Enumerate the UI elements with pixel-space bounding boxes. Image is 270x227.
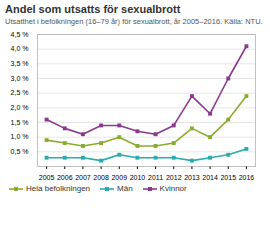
- html-text:Kvinnor: Kvinnor: [159, 184, 187, 193]
- svg-text:2011: 2011: [148, 174, 163, 181]
- svg-text:1,0 %: 1,0 %: [11, 133, 29, 140]
- svg-text:4,0 %: 4,0 %: [11, 45, 29, 52]
- html-text:Utsatthet i befolkningen (16–7: Utsatthet i befolkningen (16–79 år) för …: [5, 17, 263, 26]
- html-text:Andel som utsatts för sexualbr: Andel som utsatts för sexualbrott: [5, 3, 181, 15]
- svg-text:2007: 2007: [75, 174, 91, 181]
- svg-text:2005: 2005: [39, 174, 55, 181]
- svg-text:3,0 %: 3,0 %: [11, 75, 29, 82]
- svg-text:0,5 %: 0,5 %: [11, 148, 29, 155]
- html-text:Män: Män: [117, 184, 133, 193]
- svg-text:2015: 2015: [220, 174, 236, 181]
- svg-text:2014: 2014: [202, 174, 218, 181]
- svg-text:2008: 2008: [93, 174, 109, 181]
- svg-text:2006: 2006: [57, 174, 73, 181]
- svg-text:3,5 %: 3,5 %: [11, 60, 29, 67]
- svg-text:4,5 %: 4,5 %: [11, 31, 29, 38]
- svg-text:2,5 %: 2,5 %: [11, 89, 29, 96]
- svg-text:2016: 2016: [239, 174, 255, 181]
- svg-text:1,5 %: 1,5 %: [11, 119, 29, 126]
- svg-text:2012: 2012: [166, 174, 182, 181]
- svg-text:2,0 %: 2,0 %: [11, 104, 29, 111]
- svg-text:2010: 2010: [130, 174, 146, 181]
- svg-text:2013: 2013: [184, 174, 200, 181]
- svg-text:2009: 2009: [111, 174, 127, 181]
- html-text:Hela befolkningen: Hela befolkningen: [26, 184, 90, 193]
